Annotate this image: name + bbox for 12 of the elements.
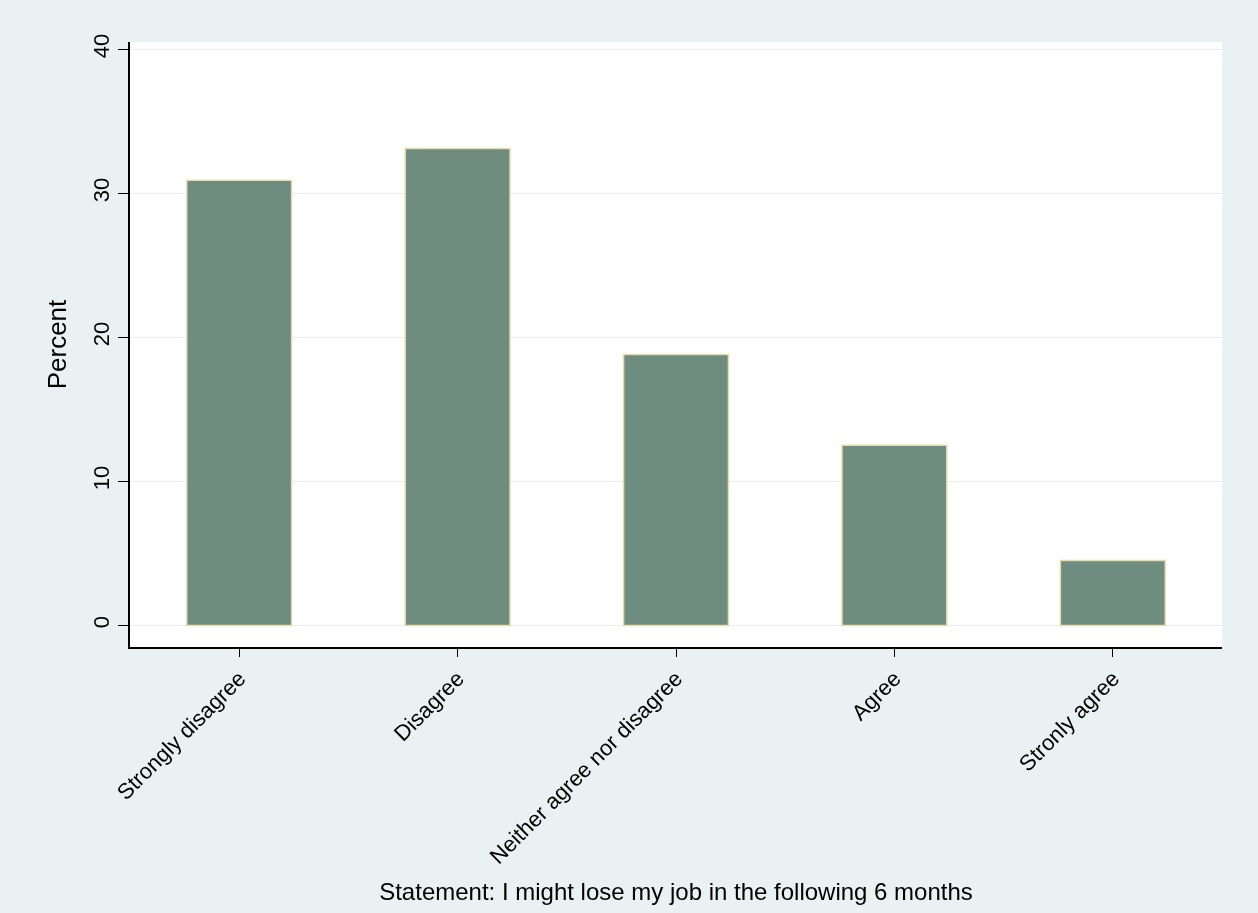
x-axis-title: Statement: I might lose my job in the following 6 months	[379, 877, 973, 905]
y-tick-label: 20	[89, 321, 115, 347]
y-tick-label: 30	[89, 177, 115, 203]
y-tick-label: 0	[89, 615, 115, 629]
y-tick-label: 10	[89, 465, 115, 491]
bar	[841, 444, 948, 627]
bar	[404, 147, 511, 627]
bar	[186, 179, 293, 627]
y-axis-title: Percent	[42, 298, 73, 390]
y-tick-label: 40	[89, 33, 115, 59]
bar	[622, 353, 730, 627]
bar	[1059, 559, 1166, 627]
